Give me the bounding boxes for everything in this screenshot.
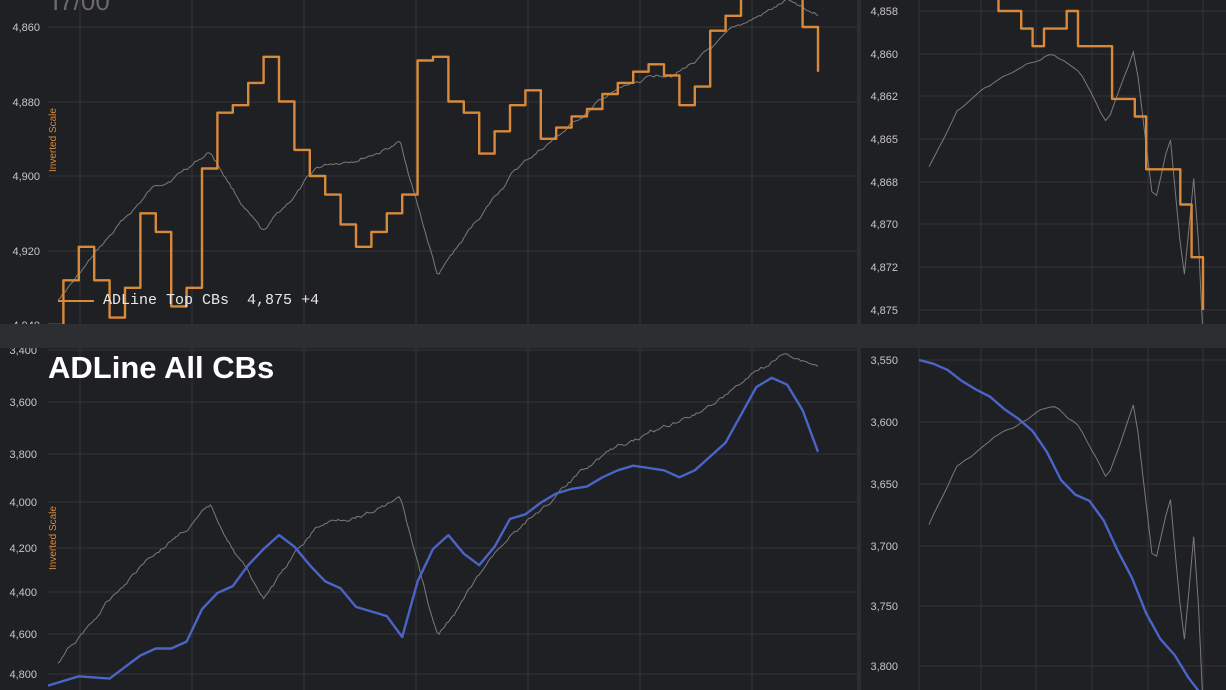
y-tick-label: 4,000 <box>9 497 37 509</box>
y-tick-label: 4,870 <box>870 219 898 231</box>
y-tick-label: 4,600 <box>9 629 37 641</box>
y-tick-label: 4,875 <box>870 305 898 317</box>
y-tick-label: 3,800 <box>9 449 37 461</box>
grid-lines <box>48 0 857 324</box>
y-tick-label: 3,700 <box>870 541 898 553</box>
inverted-scale-label: Inverted Scale <box>48 108 59 172</box>
y-tick-label: 4,868 <box>870 177 898 189</box>
bottom-main-chart: 3,400 3,600 3,800 4,000 4,200 4,400 4,600 4,800… <box>9 348 857 690</box>
reference-line <box>928 404 1203 690</box>
y-tick-label: 4,900 <box>12 171 40 183</box>
series-line <box>918 358 1200 690</box>
legend-change: +4 <box>301 292 320 309</box>
bottom-zoom-chart: 3,550 3,600 3,650 3,700 3,750 3,800 <box>870 348 1226 690</box>
y-tick-label: 4,860 <box>870 49 898 61</box>
grid-lines <box>918 348 1226 690</box>
bottom-chart-title: ADLine All CBs <box>48 350 275 385</box>
y-tick-label: 4,860 <box>12 22 40 34</box>
y-tick-label: 3,600 <box>870 417 898 429</box>
faded-title: I7/00 <box>52 0 110 16</box>
legend-swatch-top <box>58 299 94 302</box>
series-line <box>997 0 1205 310</box>
y-tick-label: 4,400 <box>9 587 37 599</box>
inverted-scale-label: Inverted Scale <box>48 506 59 570</box>
top-main-chart: 4,860 4,880 4,900 4,920 4,940 Inverted Scale <box>12 0 857 324</box>
y-tick-label: 4,858 <box>870 6 898 18</box>
grid-lines <box>918 0 1226 324</box>
y-tick-label: 3,550 <box>870 355 898 367</box>
reference-line <box>57 0 819 301</box>
y-tick-label: 4,880 <box>12 97 40 109</box>
bottom-zoom-chart-panel: 3,550 3,600 3,650 3,700 3,750 3,800 <box>861 348 1226 690</box>
y-tick-label: 3,400 <box>9 348 37 357</box>
y-tick-label: 4,872 <box>870 262 898 274</box>
grid-lines <box>48 348 857 690</box>
y-tick-label: 4,940 <box>12 320 40 324</box>
reference-line <box>928 50 1203 324</box>
top-zoom-chart-panel: 4,858 4,860 4,862 4,865 4,868 4,870 4,872 4,875 <box>861 0 1226 324</box>
y-tick-label: 3,600 <box>9 397 37 409</box>
y-tick-label: 3,750 <box>870 601 898 613</box>
reference-line <box>57 353 819 664</box>
y-tick-label: 4,862 <box>870 91 898 103</box>
series-line <box>48 0 820 324</box>
top-zoom-chart: 4,858 4,860 4,862 4,865 4,868 4,870 4,872 4,875 <box>870 0 1226 324</box>
series-line <box>47 376 820 687</box>
bottom-main-chart-panel: 3,400 3,600 3,800 4,000 4,200 4,400 4,600 4,800… <box>0 348 857 690</box>
y-tick-label: 4,200 <box>9 543 37 555</box>
legend-value: 4,875 <box>247 292 293 309</box>
y-tick-label: 3,800 <box>870 661 898 673</box>
y-tick-label: 4,800 <box>9 669 37 681</box>
legend-top: ADLine Top CBs 4,875 +4 <box>58 292 319 309</box>
y-tick-label: 4,865 <box>870 134 898 146</box>
legend-name: ADLine Top CBs <box>103 292 230 309</box>
y-tick-label: 4,920 <box>12 246 40 258</box>
y-tick-label: 3,650 <box>870 479 898 491</box>
